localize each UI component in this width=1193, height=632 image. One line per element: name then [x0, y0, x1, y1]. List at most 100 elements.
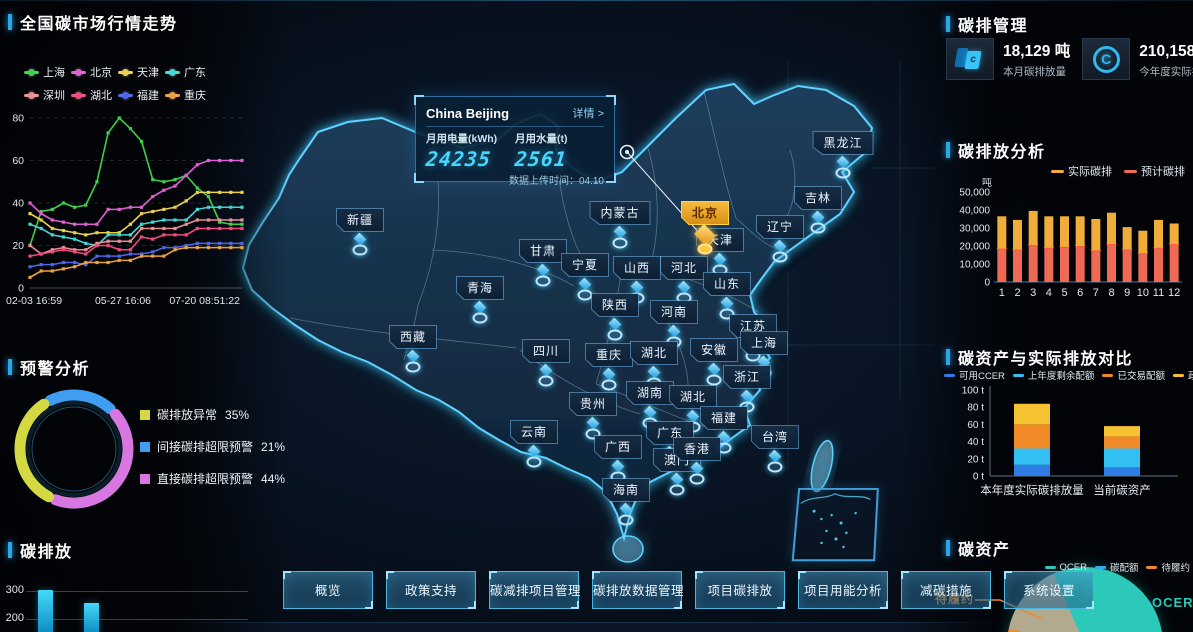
province-label-box[interactable]: 山东 [702, 272, 752, 296]
svg-text:80 t: 80 t [967, 403, 984, 414]
province-label-box[interactable]: 浙江 [722, 365, 772, 389]
legend-dash-icon [1172, 373, 1184, 377]
province-label-box[interactable]: 湖北 [629, 341, 679, 365]
province-label-box[interactable]: 四川 [521, 339, 571, 363]
province-label-box[interactable]: 安徽 [689, 338, 739, 362]
province-label-黑龙江: 黑龙江 [812, 131, 874, 155]
province-name: 内蒙古 [590, 202, 650, 224]
map-pin-base-icon [607, 329, 623, 341]
tooltip-divider [426, 126, 604, 127]
nav-button-碳减排项目管理[interactable]: 碳减排项目管理 [489, 571, 581, 609]
legend-dash-icon [1102, 373, 1114, 377]
province-label-河北: 河北 [659, 256, 709, 280]
province-label-box[interactable]: 吉林 [793, 186, 843, 210]
province-name: 安徽 [690, 339, 738, 361]
province-label-box[interactable]: 上海 [739, 331, 789, 355]
province-label-山西: 山西 [612, 256, 662, 280]
province-label-台湾: 台湾 [750, 425, 800, 449]
province-label-box[interactable]: 陕西 [590, 293, 640, 317]
legend-label: 直接碳排超限预警 [157, 472, 254, 486]
stat-label: 今年度实际排放量 [1139, 66, 1193, 78]
map-pin-base-icon [689, 473, 705, 485]
stat-value: 210,158 吨 [1139, 43, 1193, 60]
nav-button-政策支持[interactable]: 政策支持 [386, 571, 476, 609]
province-label-box[interactable]: 新疆 [335, 208, 385, 232]
province-label-box[interactable]: 福建 [699, 406, 749, 430]
province-label-辽宁: 辽宁 [755, 215, 805, 239]
province-label-box[interactable]: 香港 [672, 437, 722, 461]
nav-button-概览[interactable]: 概览 [283, 571, 373, 609]
province-name: 新疆 [336, 209, 384, 231]
svg-text:5: 5 [1061, 287, 1067, 299]
province-label-box[interactable]: 辽宁 [755, 215, 805, 239]
province-label-box[interactable]: 台湾 [750, 425, 800, 449]
svg-text:1: 1 [999, 287, 1005, 299]
map-pin-base-icon [538, 375, 554, 387]
warning-legend-item: 间接碳排超限预警 21% [140, 438, 285, 455]
province-name: 河北 [660, 257, 708, 279]
svg-text:11: 11 [1153, 287, 1164, 299]
province-label-box[interactable]: 宁夏 [560, 253, 610, 277]
legend-dot-icon [122, 68, 129, 76]
province-name: 山东 [703, 273, 751, 295]
province-label-box[interactable]: 青海 [455, 276, 505, 300]
province-label-box[interactable]: 北京 [680, 201, 730, 225]
province-label-青海: 青海 [455, 276, 505, 300]
province-label-box[interactable]: 海南 [601, 478, 651, 502]
legend-item-实际碳排: 实际碳排 [1051, 163, 1112, 179]
province-label-box[interactable]: 广西 [593, 435, 643, 459]
province-name: 西藏 [389, 326, 437, 348]
province-label-河南: 河南 [649, 300, 699, 324]
province-label-box[interactable]: 内蒙古 [589, 201, 651, 225]
province-label-吉林: 吉林 [793, 186, 843, 210]
legend-swatch [165, 68, 180, 76]
province-label-box[interactable]: 河南 [649, 300, 699, 324]
tooltip-detail-link[interactable]: 详情 > [572, 108, 604, 120]
svg-text:7: 7 [1093, 287, 1099, 299]
legend-label: 实际碳排 [1068, 166, 1112, 178]
legend-swatch [165, 91, 180, 99]
nav-button-项目用能分析[interactable]: 项目用能分析 [798, 571, 888, 609]
map-pin-base-icon [618, 514, 634, 526]
province-label-box[interactable]: 黑龙江 [812, 131, 874, 155]
province-label-box[interactable]: 甘肃 [518, 239, 568, 263]
svg-text:05-27 16:06: 05-27 16:06 [95, 295, 151, 307]
province-label-box[interactable]: 河北 [659, 256, 709, 280]
gridline [26, 619, 248, 620]
province-label-陕西: 陕西 [590, 293, 640, 317]
svg-text:40 t: 40 t [967, 437, 984, 448]
province-label-box[interactable]: 湖北 [668, 385, 718, 409]
stat-text: 210,158 吨今年度实际排放量 [1139, 39, 1193, 79]
province-label-box[interactable]: 贵州 [568, 392, 618, 416]
province-label-福建: 福建 [699, 406, 749, 430]
stat-card: c 18,129 吨本月碳排放量 [946, 38, 1070, 80]
province-label-box[interactable]: 重庆 [584, 343, 634, 367]
province-name: 香港 [673, 438, 721, 460]
province-label-box[interactable]: 西藏 [388, 325, 438, 349]
province-label-box[interactable]: 山西 [612, 256, 662, 280]
province-label-安徽: 安徽 [689, 338, 739, 362]
nav-button-系统设置[interactable]: 系统设置 [1004, 571, 1094, 609]
province-label-湖北: 湖北 [629, 341, 679, 365]
province-name: 河南 [650, 301, 698, 323]
analysis-legend: 实际碳排 预计碳排 [1040, 163, 1185, 179]
province-label-box[interactable]: 云南 [509, 420, 559, 444]
map-pin-base-icon [526, 456, 542, 468]
province-name: 山西 [613, 257, 661, 279]
province-label-box[interactable]: 湖南 [625, 381, 675, 405]
province-name: 辽宁 [756, 216, 804, 238]
nav-button-碳排放数据管理[interactable]: 碳排放数据管理 [592, 571, 684, 609]
nav-button-项目碳排放[interactable]: 项目碳排放 [695, 571, 785, 609]
nav-button-减碳措施[interactable]: 减碳措施 [901, 571, 991, 609]
svg-text:07-20 08:51:22: 07-20 08:51:22 [169, 295, 240, 307]
map-pin-base-icon [585, 428, 601, 440]
legend-label: 预计碳排 [1141, 166, 1185, 178]
map-pin-base-icon [535, 275, 551, 287]
svg-text:40,000: 40,000 [959, 206, 990, 217]
circle-c-icon: C [1092, 45, 1120, 73]
province-name: 贵州 [569, 393, 617, 415]
svg-text:10,000: 10,000 [959, 260, 990, 271]
warning-legend-item: 碳排放异常 35% [140, 406, 285, 423]
province-name: 黑龙江 [813, 132, 873, 154]
